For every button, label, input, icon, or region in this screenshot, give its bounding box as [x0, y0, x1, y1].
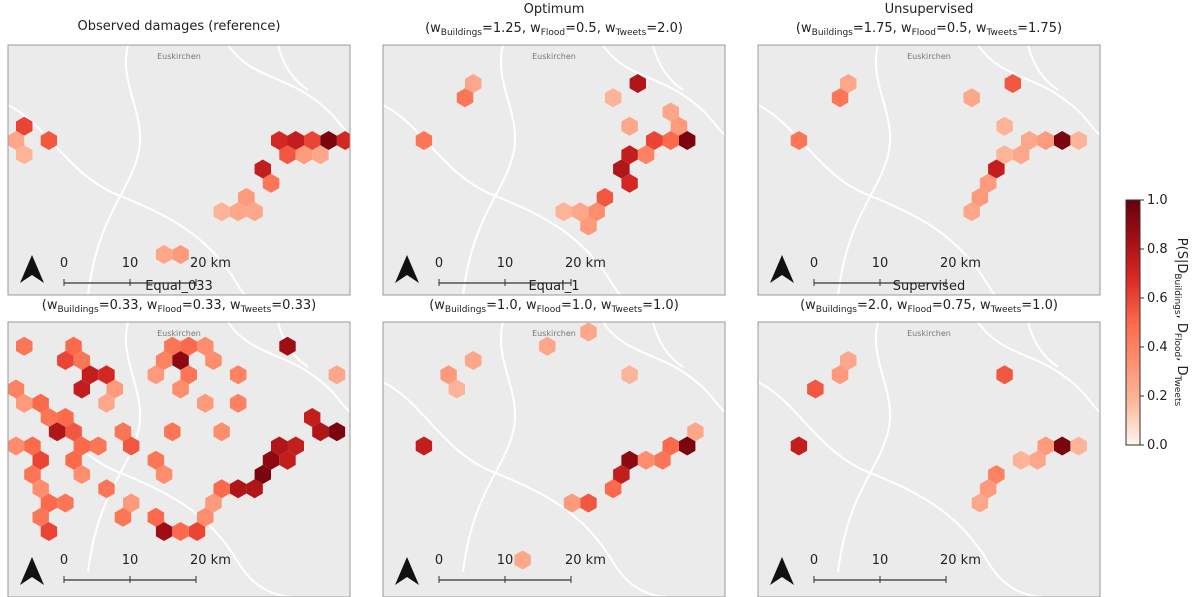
scale-label: 20 km: [565, 553, 606, 568]
map: Euskirchen 0 10 20 km: [383, 322, 725, 597]
scale-label: 20 km: [565, 256, 606, 271]
text-part: P(S|D: [1174, 238, 1189, 274]
panel-subtitle: (wBuildings=1.75, wFlood=0.5, wTweets=1.…: [796, 21, 1062, 38]
subscript: Flood: [907, 305, 931, 315]
scale-label: 0: [810, 553, 818, 568]
place-label: Euskirchen: [157, 329, 201, 338]
subscript: Buildings: [58, 305, 100, 315]
text-part: (w: [425, 21, 441, 36]
subscript: Tweets: [615, 28, 647, 38]
text-part: =1.25, w: [482, 21, 541, 36]
text-part: =1.75, w: [853, 21, 912, 36]
subscript: Tweets: [610, 305, 642, 315]
text-part: =0.75, w: [932, 298, 991, 313]
text-part: =2.0): [646, 21, 683, 36]
subscript: Flood: [912, 28, 936, 38]
subscript: Flood: [157, 305, 181, 315]
place-label: Euskirchen: [532, 329, 576, 338]
text-part: (w: [42, 298, 58, 313]
colorbar-label: P(S|DBuildings, DFlood, DTweets: [1172, 238, 1189, 407]
text-part: , D: [1174, 315, 1189, 333]
text-part: =1.0, w: [561, 298, 612, 313]
place-label: Euskirchen: [907, 52, 951, 61]
subscript: Buildings: [441, 28, 483, 38]
panel-subtitle: (wBuildings=0.33, wFlood=0.33, wTweets=0…: [42, 298, 316, 315]
subscript: Buildings: [445, 305, 487, 315]
text-part: =0.33): [271, 298, 316, 313]
subscript: Tweets: [1172, 375, 1182, 407]
text-part: , D: [1174, 357, 1189, 375]
text-part: (w: [800, 298, 816, 313]
panel-title: Supervised: [893, 279, 965, 294]
panel-title: Optimum: [524, 2, 585, 17]
scale-label: 0: [60, 553, 68, 568]
panel-title: Equal_1: [528, 279, 579, 294]
panel-subtitle: (wBuildings=2.0, wFlood=0.75, wTweets=1.…: [800, 298, 1058, 315]
text-part: =1.75): [1017, 21, 1062, 36]
place-label: Euskirchen: [532, 52, 576, 61]
text-part: =1.0): [642, 298, 679, 313]
scale-label: 10: [872, 256, 889, 271]
colorbar-tick-label: 0.8: [1147, 242, 1168, 257]
panel-title: Equal_033: [145, 279, 213, 294]
text-part: (w: [796, 21, 812, 36]
text-part: =1.0): [1021, 298, 1058, 313]
scale-label: 20 km: [940, 553, 981, 568]
text-part: =1.0, w: [486, 298, 537, 313]
subscript: Flood: [1172, 333, 1182, 357]
colorbar: [1126, 200, 1140, 445]
scale-label: 20 km: [190, 256, 231, 271]
subscript: Flood: [537, 305, 561, 315]
scale-label: 10: [122, 256, 139, 271]
figure: Observed damages (reference) Euskirchen 0 1…: [0, 0, 1194, 597]
subscript: Flood: [541, 28, 565, 38]
subscript: Buildings: [1172, 273, 1182, 315]
text-part: =0.33, w: [182, 298, 241, 313]
subscript: Tweets: [240, 305, 272, 315]
scale-label: 20 km: [940, 256, 981, 271]
scale-label: 20 km: [190, 553, 231, 568]
place-label: Euskirchen: [907, 329, 951, 338]
colorbar-tick-label: 1.0: [1147, 193, 1168, 208]
text-part: =0.5, w: [565, 21, 616, 36]
panel-subtitle: (wBuildings=1.0, wFlood=1.0, wTweets=1.0…: [429, 298, 679, 315]
place-label: Euskirchen: [157, 52, 201, 61]
scale-label: 10: [497, 553, 514, 568]
colorbar-tick-label: 0.0: [1147, 438, 1168, 453]
text-part: =0.33, w: [99, 298, 158, 313]
panel-title: Unsupervised: [885, 2, 974, 17]
hex-cell: [353, 131, 370, 150]
scale-label: 0: [810, 256, 818, 271]
scale-label: 0: [435, 553, 443, 568]
panel-title: Observed damages (reference): [78, 19, 281, 34]
subscript: Buildings: [812, 28, 854, 38]
colorbar-tick-label: 0.2: [1147, 389, 1168, 404]
text-part: (w: [429, 298, 445, 313]
colorbar-tick-label: 0.6: [1147, 291, 1168, 306]
subscript: Tweets: [985, 28, 1017, 38]
scale-label: 10: [122, 553, 139, 568]
subscript: Tweets: [990, 305, 1022, 315]
text-part: =0.5, w: [936, 21, 987, 36]
map: Euskirchen 0 10 20 km: [758, 322, 1100, 597]
panel-subtitle: (wBuildings=1.25, wFlood=0.5, wTweets=2.…: [425, 21, 683, 38]
text-part: =2.0, w: [857, 298, 908, 313]
scale-label: 10: [497, 256, 514, 271]
map: Euskirchen 0 10 20 km: [8, 322, 350, 597]
colorbar-tick-label: 0.4: [1147, 340, 1168, 355]
subscript: Buildings: [816, 305, 858, 315]
scale-label: 10: [872, 553, 889, 568]
scale-label: 0: [435, 256, 443, 271]
scale-label: 0: [60, 256, 68, 271]
